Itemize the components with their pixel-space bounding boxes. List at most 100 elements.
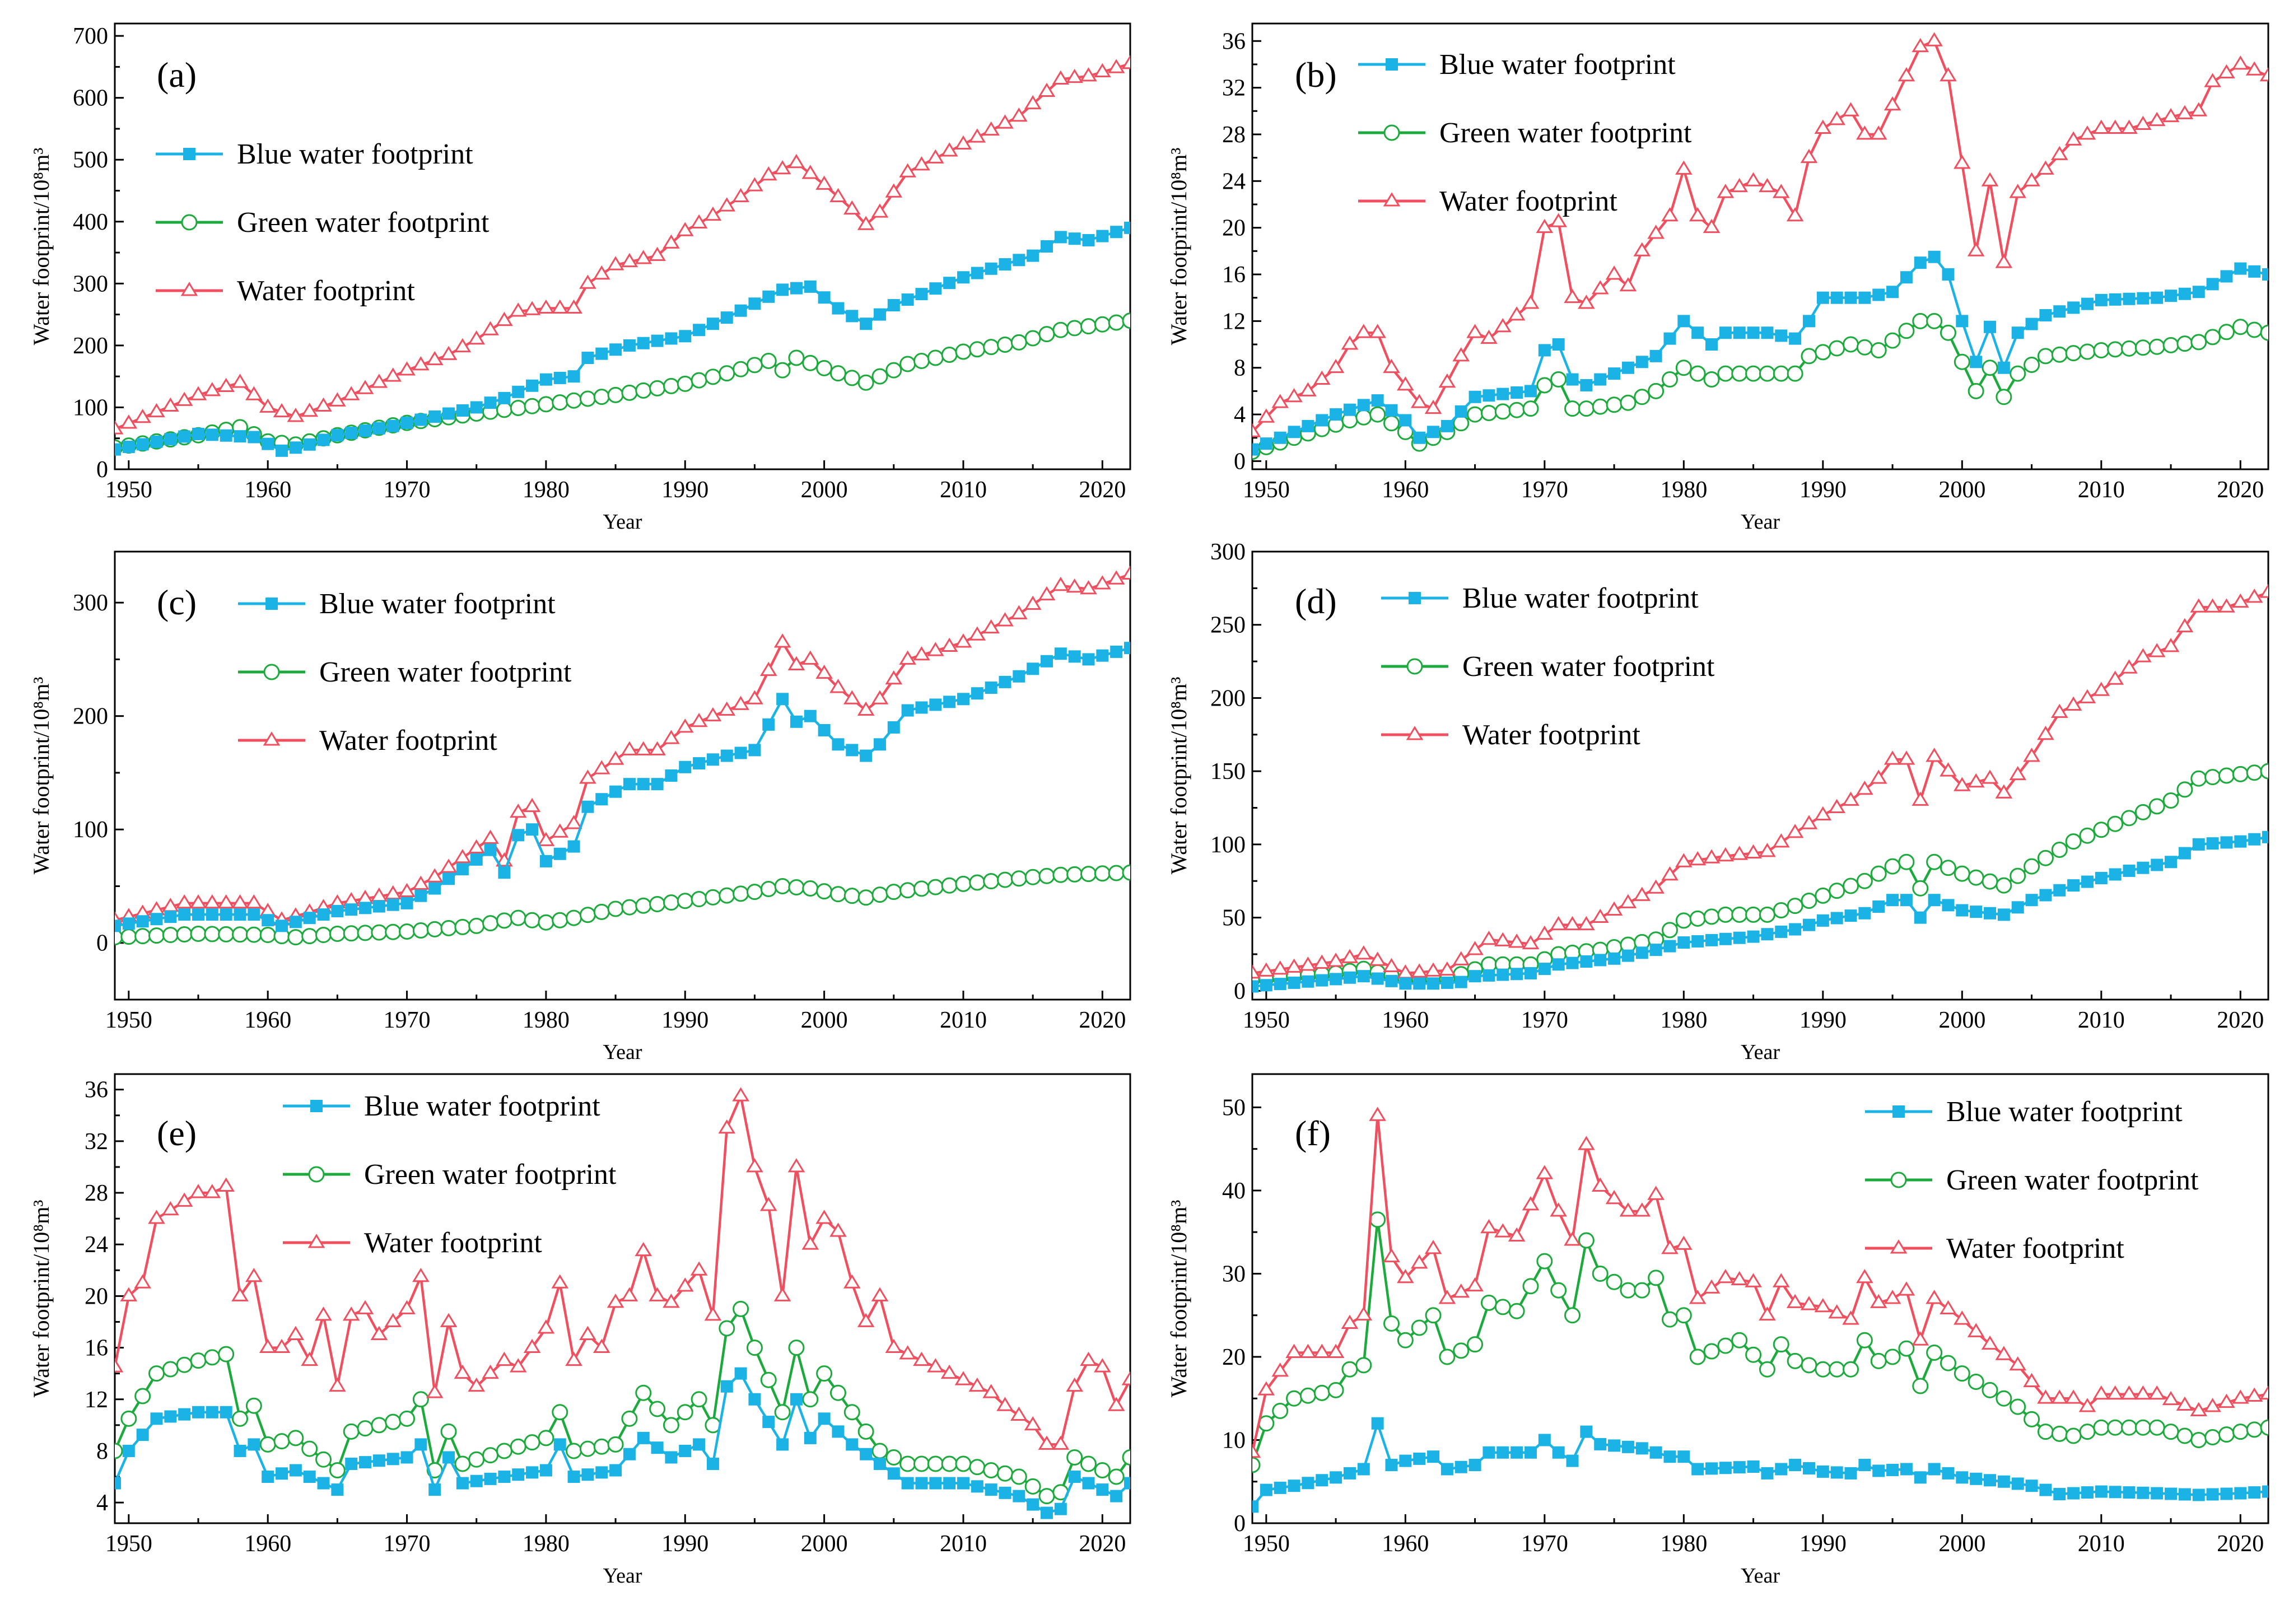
- data-point-blue: [2025, 1480, 2038, 1492]
- data-point-green: [2134, 804, 2151, 820]
- data-point-red: [175, 391, 193, 406]
- data-point-red: [787, 656, 805, 670]
- data-point-blue: [1252, 980, 1258, 993]
- data-point-green: [1453, 1342, 1470, 1359]
- data-point-red: [1828, 1304, 1845, 1319]
- legend-label-blue: Blue water footprint: [237, 138, 473, 170]
- data-point-red: [231, 374, 249, 388]
- data-point-green: [301, 1440, 318, 1457]
- data-point-green: [691, 372, 707, 389]
- data-point-blue: [623, 339, 636, 352]
- data-point-green: [1313, 1384, 1330, 1401]
- data-point-red: [384, 367, 402, 382]
- data-point-red: [412, 356, 430, 371]
- data-point-blue: [693, 324, 706, 337]
- data-point-blue: [1082, 234, 1095, 246]
- data-point-blue: [303, 1471, 316, 1483]
- data-point-green: [1606, 939, 1623, 956]
- data-point-blue: [999, 1486, 1011, 1499]
- data-point-green: [1522, 400, 1539, 417]
- data-point-blue: [2178, 1488, 2191, 1501]
- legend-label-green: Green water footprint: [1462, 651, 1715, 683]
- data-point-blue: [178, 430, 191, 443]
- data-point-blue: [1621, 1440, 1634, 1453]
- data-point-blue: [2039, 309, 2052, 321]
- data-point-red: [1745, 844, 1762, 859]
- data-point-green: [857, 374, 874, 391]
- data-point-blue: [136, 438, 149, 451]
- data-point-green: [538, 396, 554, 413]
- panel-b: 1950 1960 1970 1980 1990 2000 2010 2020 0 4 8 12 16 2…: [1166, 22, 2269, 534]
- data-point-green: [1856, 1332, 1873, 1348]
- data-point-red: [2120, 1385, 2138, 1400]
- data-point-blue: [1027, 1498, 1039, 1511]
- data-point-red: [857, 1313, 875, 1327]
- data-point-red: [1299, 382, 1317, 396]
- x-tick-label: 1960: [1382, 477, 1429, 503]
- data-point-red: [482, 829, 499, 844]
- data-point-green: [1912, 312, 1929, 329]
- data-point-green: [538, 914, 554, 931]
- data-point-red: [1912, 1331, 1929, 1346]
- data-point-green: [287, 929, 304, 946]
- data-point-red: [1508, 306, 1526, 321]
- data-point-red: [2134, 648, 2152, 662]
- data-point-blue: [776, 283, 789, 296]
- data-point-green: [788, 349, 805, 366]
- data-point-red: [801, 165, 819, 179]
- data-point-green: [315, 1451, 332, 1468]
- data-point-red: [1383, 958, 1400, 973]
- data-point-blue: [1082, 653, 1095, 666]
- data-point-red: [1341, 335, 1359, 350]
- data-point-blue: [567, 840, 580, 853]
- series-line-green: [115, 319, 1130, 449]
- series-green: [115, 864, 1130, 946]
- data-point-red: [2176, 105, 2194, 119]
- data-point-green: [1038, 326, 1055, 343]
- data-point-green: [983, 1462, 1000, 1479]
- legend-label-red: Water footprint: [1439, 185, 1617, 217]
- data-point-blue: [1928, 250, 1941, 263]
- data-point-green: [115, 1443, 123, 1459]
- y-tick-label: 28: [85, 1180, 108, 1206]
- data-point-blue: [1357, 399, 1370, 412]
- data-point-red: [2190, 598, 2208, 613]
- data-point-green: [1467, 1336, 1484, 1353]
- data-point-green: [1122, 312, 1130, 329]
- data-point-blue: [1608, 952, 1621, 965]
- data-point-red: [2078, 125, 2096, 140]
- data-point-red: [2050, 146, 2068, 160]
- series-red: [115, 1087, 1130, 1450]
- data-point-red: [1717, 184, 1735, 198]
- data-point-green: [927, 879, 944, 895]
- data-point-green: [621, 899, 638, 916]
- data-point-green: [607, 386, 624, 403]
- data-point-blue: [1316, 414, 1328, 427]
- data-point-red: [468, 1377, 486, 1392]
- data-point-blue: [248, 1438, 260, 1451]
- data-point-green: [1926, 1345, 1943, 1361]
- data-point-blue: [1816, 1465, 1829, 1478]
- data-point-blue: [359, 902, 372, 914]
- data-point-red: [1010, 605, 1028, 619]
- data-point-green: [1080, 318, 1097, 335]
- data-point-green: [663, 1417, 679, 1434]
- data-point-red: [773, 633, 791, 648]
- data-point-red: [398, 883, 416, 898]
- data-point-blue: [873, 1457, 886, 1470]
- data-point-blue: [693, 757, 706, 770]
- data-point-blue: [289, 916, 302, 928]
- data-point-red: [509, 803, 527, 818]
- data-point-red: [134, 1274, 151, 1289]
- x-axis-label: Year: [1741, 510, 1780, 534]
- data-point-green: [1094, 316, 1111, 333]
- data-point-blue: [2192, 286, 2205, 298]
- data-point-green: [1815, 887, 1831, 904]
- data-point-red: [1327, 1343, 1345, 1358]
- data-point-red: [175, 894, 193, 909]
- panel-f: 1950 1960 1970 1980 1990 2000 2010 2020 0 10 20 30 4…: [1166, 1073, 2269, 1588]
- data-point-green: [1815, 1361, 1831, 1378]
- data-point-green: [1080, 1455, 1097, 1472]
- data-point-blue: [1677, 315, 1690, 328]
- data-point-red: [1285, 958, 1303, 973]
